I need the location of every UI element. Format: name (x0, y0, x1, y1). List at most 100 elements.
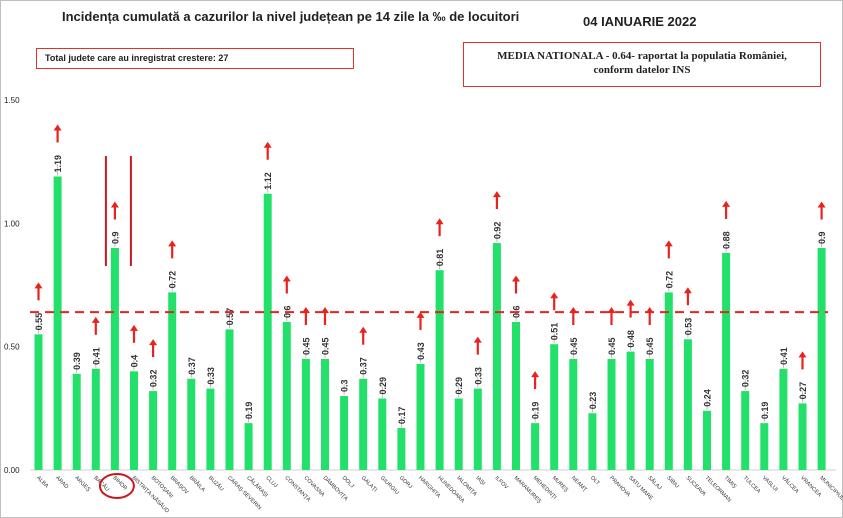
value-label: 0.27 (798, 382, 808, 400)
x-tick-label: CLUJ (264, 475, 278, 489)
x-tick-label: NEAMŢ (570, 475, 588, 493)
increase-arrow-head (435, 218, 444, 225)
value-label: 0.81 (435, 249, 445, 267)
y-tick-label: 0.50 (4, 343, 20, 352)
bar-16 (340, 396, 349, 470)
x-tick-label: MUREŞ (551, 475, 570, 494)
bar-5 (130, 371, 138, 470)
increase-arrow-head (550, 292, 559, 299)
bar-41 (817, 248, 826, 470)
x-tick-label: GIURGIU (379, 475, 400, 496)
x-tick-label: SIBIU (665, 475, 679, 489)
bar-6 (149, 391, 158, 470)
increase-arrow-head (531, 371, 540, 378)
increase-arrow-head (34, 282, 43, 289)
bar-3 (91, 368, 100, 470)
national-average-line1: MEDIA NATIONALA - 0.64- raportat la popu… (497, 50, 787, 62)
increase-arrow-head (263, 141, 272, 148)
increase-arrow-head (512, 275, 520, 282)
total-counties-box: Total judete care au inregistrat crester… (36, 48, 354, 69)
increase-arrow-head (607, 307, 616, 313)
bar-15 (321, 359, 329, 470)
value-label: 0.33 (473, 367, 483, 385)
bar-4 (110, 248, 119, 470)
bar-13 (282, 322, 291, 470)
national-average-line2: conform datelor INS (593, 64, 691, 76)
x-tick-label: TIMIŞ (723, 475, 738, 490)
x-tick-label: ILFOV (493, 475, 509, 491)
bar-2 (72, 373, 81, 470)
increase-arrow-head (416, 311, 425, 318)
x-tick-label: IAŞI (474, 475, 486, 487)
bar-21 (435, 270, 444, 470)
increase-arrow-head (817, 201, 826, 208)
bar-30 (607, 359, 616, 470)
bar-33 (664, 292, 673, 470)
x-tick-label: VASLUI (761, 475, 779, 493)
x-tick-label: GALAŢI (360, 475, 378, 493)
increase-arrow-head (683, 287, 692, 294)
increase-arrow-head (626, 299, 635, 306)
bar-39 (779, 368, 788, 470)
bar-32 (645, 359, 654, 470)
bar-36 (722, 252, 731, 470)
bar-7 (168, 292, 177, 470)
x-tick-label: DOLJ (341, 475, 355, 489)
value-label: 0.29 (454, 377, 464, 395)
bar-11 (244, 423, 253, 470)
value-label: 0.29 (378, 377, 388, 395)
x-tick-label: CARAŞ-SEVERIN (226, 475, 262, 511)
increase-arrow-head (149, 339, 158, 346)
value-label: 0.37 (359, 357, 369, 375)
value-label: 0.3 (340, 379, 350, 392)
value-label: 0.53 (683, 318, 693, 336)
bar-29 (588, 413, 597, 470)
increase-arrow-head (53, 124, 62, 131)
value-label: 0.32 (741, 370, 751, 388)
y-tick-label: 1.50 (4, 96, 20, 105)
value-label: 0.19 (760, 402, 770, 420)
value-label: 0.17 (397, 407, 407, 425)
value-label: 0.45 (607, 337, 617, 355)
total-counties-text: Total judete care au inregistrat crester… (45, 53, 229, 63)
x-tick-label: VÂLCEA (780, 474, 801, 495)
highlight-circle (98, 473, 135, 499)
x-tick-label: ARGEŞ (73, 475, 91, 493)
bar-10 (225, 329, 234, 470)
value-label: 0.23 (588, 392, 598, 410)
value-label: 0.92 (492, 222, 502, 240)
value-label: 0.19 (244, 402, 254, 420)
increase-arrow-head (91, 316, 100, 323)
value-label: 0.55 (34, 313, 44, 331)
value-label: 0.88 (722, 231, 732, 249)
bar-19 (397, 428, 406, 470)
increase-arrow-head (664, 240, 673, 247)
increase-arrow-head (798, 351, 807, 358)
bar-24 (492, 243, 501, 470)
value-label: 0.45 (569, 337, 579, 355)
bar-27 (550, 344, 559, 470)
x-tick-label: BUZĂU (207, 474, 225, 492)
x-tick-label: GORJ (398, 475, 413, 490)
increase-arrow-head (168, 240, 177, 247)
x-tick-label: SĂLAJ (646, 474, 663, 491)
bar-22 (454, 398, 463, 470)
x-tick-label: BRĂILA (188, 474, 207, 493)
bar-26 (531, 423, 540, 470)
value-label: 1.12 (263, 172, 273, 190)
increase-arrow-head (722, 200, 731, 207)
bar-18 (378, 398, 387, 470)
value-label: 0.72 (168, 271, 178, 289)
value-label: 0.57 (225, 308, 235, 326)
value-label: 0.43 (416, 342, 426, 360)
bar-14 (301, 359, 310, 470)
value-label: 0.32 (149, 370, 159, 388)
y-tick-label: 0.00 (4, 466, 20, 475)
value-label: 0.24 (703, 389, 713, 407)
value-label: 0.48 (626, 330, 636, 348)
bar-1 (53, 176, 62, 470)
bar-38 (760, 423, 769, 470)
value-label: 1.19 (53, 155, 63, 173)
chart-title: Incidența cumulată a cazurilor la nivel … (62, 9, 520, 24)
